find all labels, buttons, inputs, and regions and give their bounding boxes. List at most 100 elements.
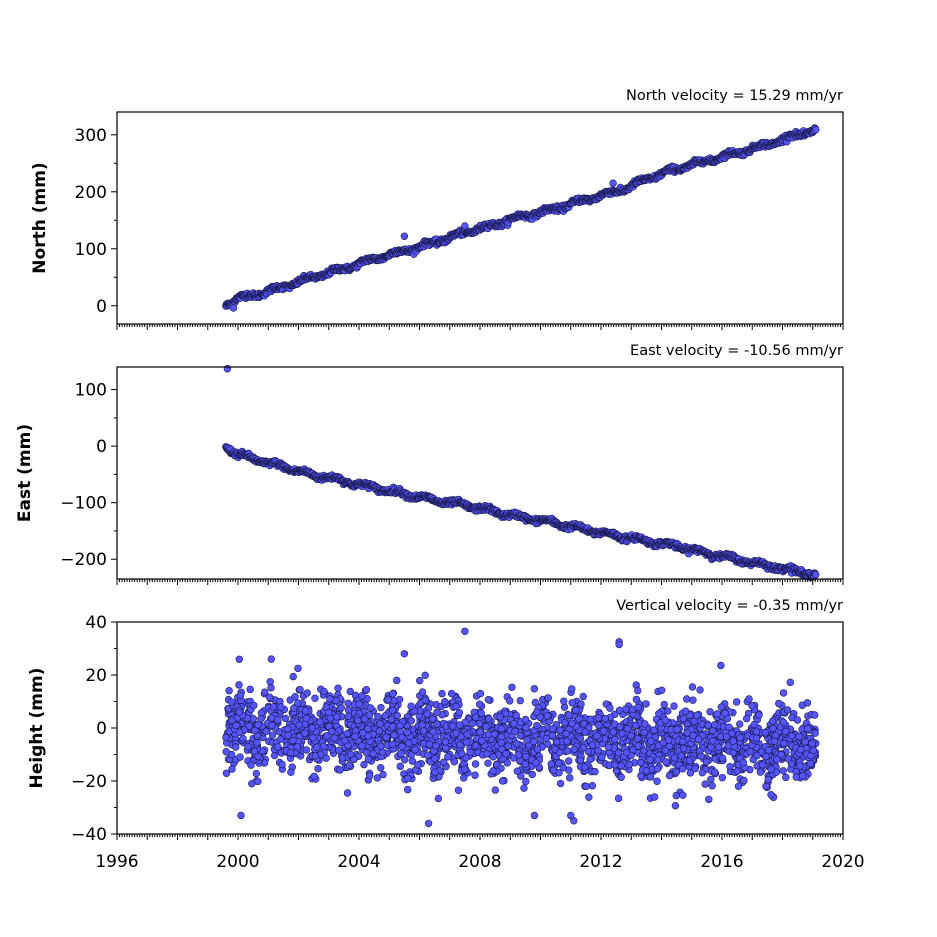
data-point bbox=[705, 795, 713, 804]
data-point bbox=[582, 782, 590, 791]
data-point bbox=[637, 758, 645, 767]
data-point bbox=[284, 731, 292, 739]
data-point bbox=[407, 717, 416, 725]
data-point bbox=[768, 717, 777, 725]
data-point bbox=[397, 749, 405, 758]
data-point bbox=[455, 721, 464, 729]
east-axis-title: East (mm) bbox=[15, 424, 35, 522]
data-point bbox=[670, 754, 679, 762]
data-point bbox=[460, 774, 468, 782]
data-point bbox=[403, 728, 411, 737]
data-point bbox=[688, 683, 697, 691]
data-point bbox=[508, 683, 516, 691]
data-point bbox=[767, 791, 775, 799]
data-point bbox=[484, 695, 493, 704]
data-point bbox=[366, 771, 374, 780]
data-point bbox=[650, 793, 659, 801]
data-point bbox=[423, 710, 431, 718]
data-point bbox=[523, 736, 531, 744]
data-point bbox=[709, 737, 717, 745]
data-point bbox=[384, 695, 392, 704]
data-point bbox=[686, 769, 695, 777]
data-point bbox=[758, 761, 767, 769]
data-point bbox=[377, 703, 385, 712]
east-series bbox=[222, 365, 820, 581]
data-point bbox=[683, 695, 691, 703]
outlier-point bbox=[461, 222, 469, 230]
data-point bbox=[671, 802, 680, 810]
data-point bbox=[497, 725, 506, 733]
data-point bbox=[532, 759, 540, 767]
data-point bbox=[267, 684, 275, 692]
y-tick-label: −100 bbox=[60, 494, 107, 514]
data-point bbox=[289, 672, 297, 681]
data-point bbox=[498, 777, 507, 785]
data-point bbox=[653, 777, 661, 785]
data-point bbox=[433, 708, 441, 716]
y-tick-label: 300 bbox=[75, 126, 107, 146]
data-point bbox=[742, 714, 751, 723]
data-point bbox=[721, 709, 729, 717]
data-point bbox=[235, 655, 244, 663]
data-point bbox=[733, 767, 742, 775]
data-point bbox=[570, 745, 578, 753]
data-point bbox=[549, 724, 557, 733]
data-point bbox=[804, 725, 812, 733]
data-point bbox=[632, 695, 641, 704]
data-point bbox=[434, 794, 443, 803]
data-point bbox=[236, 691, 245, 700]
data-point bbox=[634, 742, 643, 750]
data-point bbox=[563, 747, 572, 755]
data-point bbox=[806, 759, 815, 768]
data-point bbox=[701, 780, 709, 788]
data-point bbox=[405, 739, 413, 747]
data-point bbox=[664, 707, 672, 715]
data-point bbox=[404, 774, 412, 782]
data-point bbox=[642, 767, 651, 775]
data-point bbox=[484, 730, 493, 739]
data-point bbox=[746, 747, 755, 756]
y-tick-label: 0 bbox=[96, 297, 107, 317]
height-panel: Vertical velocity = -0.35 mm/yr Height (… bbox=[27, 598, 865, 872]
data-point bbox=[640, 728, 648, 737]
data-point bbox=[398, 742, 406, 751]
north-panel-title: North velocity = 15.29 mm/yr bbox=[626, 88, 843, 104]
data-point bbox=[344, 699, 352, 708]
data-point bbox=[416, 676, 424, 685]
data-point bbox=[490, 730, 499, 739]
data-point bbox=[662, 758, 670, 766]
data-point bbox=[732, 698, 741, 706]
data-point bbox=[609, 728, 617, 736]
data-point bbox=[793, 716, 802, 724]
data-point bbox=[516, 696, 524, 705]
data-point bbox=[689, 696, 697, 704]
data-point bbox=[581, 763, 589, 771]
data-point bbox=[222, 748, 230, 756]
data-point bbox=[614, 794, 623, 803]
data-point bbox=[277, 703, 285, 711]
data-point bbox=[577, 700, 585, 708]
data-point bbox=[442, 744, 450, 752]
data-point bbox=[530, 685, 539, 693]
data-point bbox=[664, 736, 673, 744]
y-tick-label: −200 bbox=[60, 550, 107, 570]
data-point bbox=[496, 713, 504, 721]
data-point bbox=[621, 705, 630, 713]
outlier-point bbox=[400, 232, 409, 240]
data-point bbox=[513, 767, 521, 775]
data-point bbox=[332, 696, 340, 705]
outlier-point bbox=[223, 365, 232, 373]
data-point bbox=[670, 702, 678, 710]
data-point bbox=[775, 699, 783, 708]
data-point bbox=[303, 689, 311, 697]
data-point bbox=[281, 714, 290, 723]
data-point bbox=[319, 742, 328, 750]
data-point bbox=[611, 761, 619, 769]
data-point bbox=[374, 712, 382, 721]
data-point bbox=[520, 784, 528, 792]
data-point bbox=[267, 655, 276, 663]
data-point bbox=[653, 765, 662, 773]
data-point bbox=[296, 685, 304, 694]
data-point bbox=[528, 770, 536, 779]
data-point bbox=[585, 793, 593, 801]
